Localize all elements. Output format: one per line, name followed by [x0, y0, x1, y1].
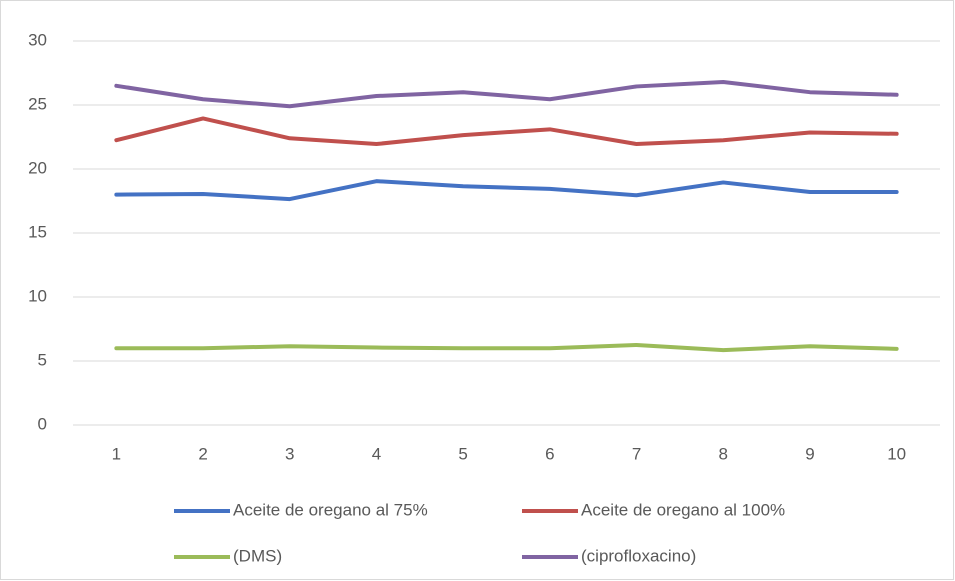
- y-tick-label: 10: [28, 286, 47, 305]
- y-tick-label: 25: [28, 94, 47, 113]
- x-tick-label: 2: [198, 444, 207, 463]
- y-tick-label: 30: [28, 30, 47, 49]
- x-tick-label: 3: [285, 444, 294, 463]
- x-tick-label: 10: [887, 444, 906, 463]
- legend-label: Aceite de oregano al 75%: [233, 500, 428, 519]
- x-tick-label: 1: [112, 444, 121, 463]
- x-tick-label: 8: [719, 444, 728, 463]
- y-tick-label: 5: [38, 350, 47, 369]
- series-line: [114, 343, 899, 353]
- series-line: [114, 179, 899, 202]
- y-tick-label: 20: [28, 158, 47, 177]
- legend-label: Aceite de oregano al 100%: [581, 500, 785, 519]
- x-tick-label: 5: [458, 444, 467, 463]
- x-tick-label: 7: [632, 444, 641, 463]
- x-tick-label: 6: [545, 444, 554, 463]
- legend-label: (DMS): [233, 546, 282, 565]
- legend-label: (ciprofloxacino): [581, 546, 696, 565]
- y-tick-label: 0: [38, 414, 47, 433]
- series-line: [114, 79, 899, 109]
- y-tick-label: 15: [28, 222, 47, 241]
- series-line: [114, 116, 899, 147]
- x-tick-label: 9: [805, 444, 814, 463]
- x-tick-label: 4: [372, 444, 381, 463]
